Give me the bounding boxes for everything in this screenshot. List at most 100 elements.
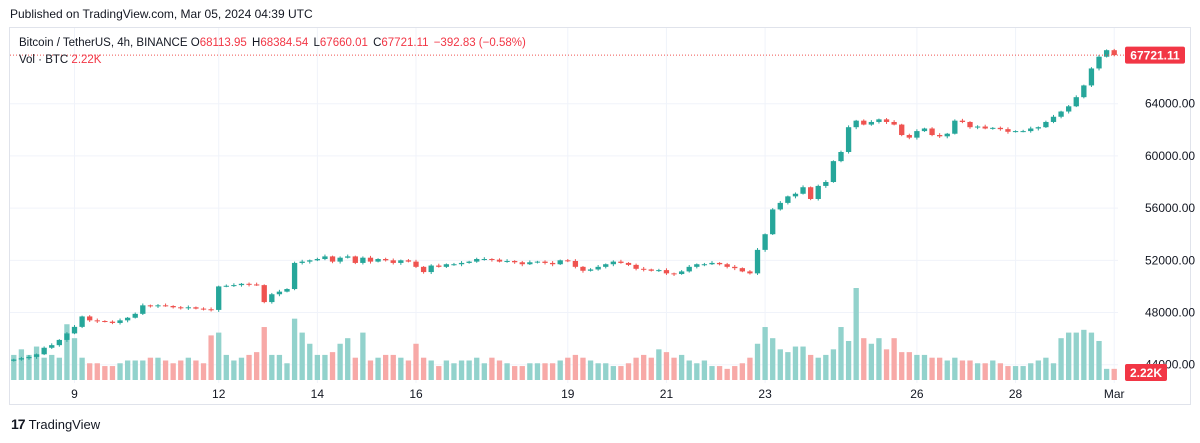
candle-body: [534, 261, 541, 263]
candle-body: [291, 262, 298, 290]
candle: [1050, 114, 1057, 124]
candle-body: [610, 261, 616, 265]
candle: [102, 320, 108, 323]
candle-body: [451, 264, 457, 266]
time-tick-label: 9: [71, 387, 78, 401]
candle: [625, 262, 632, 267]
volume-bar: [618, 366, 624, 380]
candle: [231, 283, 237, 287]
volume-bar: [891, 338, 897, 380]
candle: [41, 346, 47, 356]
time-tick-label: 21: [660, 387, 674, 401]
candle: [1058, 110, 1064, 119]
volume-bar: [959, 360, 966, 380]
candle: [18, 356, 25, 361]
candle-body: [868, 121, 875, 125]
candle: [565, 259, 571, 263]
candle: [360, 256, 366, 265]
candle-body: [603, 264, 609, 267]
candle: [33, 353, 40, 359]
candle: [185, 305, 191, 310]
volume-bar: [549, 363, 556, 380]
candle: [367, 255, 374, 264]
candle: [49, 343, 55, 349]
volume-bar: [845, 340, 852, 380]
candle: [474, 257, 480, 263]
candle-body: [178, 307, 184, 309]
volume-bar: [413, 343, 419, 380]
candle-body: [64, 333, 70, 340]
candle: [345, 254, 351, 259]
volume-bar: [754, 343, 761, 380]
candle-body: [124, 317, 131, 321]
candle-body: [208, 309, 214, 311]
candle: [170, 305, 176, 309]
volume-bar: [610, 366, 616, 380]
volume-bar: [792, 346, 799, 380]
legend-ohlc-row: Bitcoin / TetherUS, 4h, BINANCE O68113.9…: [19, 37, 526, 49]
candle-body: [845, 127, 852, 152]
candle: [716, 262, 723, 266]
candle-body: [314, 259, 321, 261]
candle-body: [974, 126, 981, 128]
volume-bar: [155, 357, 161, 380]
candle: [352, 255, 358, 265]
tradingview-logo[interactable]: 17 TradingView: [11, 416, 100, 432]
candle: [1005, 127, 1011, 134]
chart-grid: [10, 28, 1118, 383]
candle: [124, 316, 131, 323]
volume-bar: [200, 363, 207, 380]
candle: [1103, 49, 1110, 58]
candle-body: [823, 182, 829, 186]
candle: [436, 263, 442, 268]
candle: [71, 325, 78, 335]
candle: [11, 358, 17, 362]
candle-body: [322, 256, 328, 260]
candle-body: [147, 305, 154, 307]
candle: [208, 307, 214, 312]
candle-body: [883, 119, 890, 122]
candle: [944, 132, 950, 139]
candle: [504, 259, 510, 263]
candle: [891, 120, 897, 126]
candle: [929, 127, 935, 137]
candle-body: [732, 266, 738, 269]
candle-body: [269, 294, 275, 303]
volume-bar: [762, 327, 768, 380]
volume-bar: [162, 360, 169, 380]
volume-bar: [253, 352, 260, 380]
volume-bar: [299, 332, 305, 380]
candle: [572, 259, 579, 269]
volume-bar: [572, 354, 579, 380]
volume-bar: [269, 354, 275, 380]
candle-body: [701, 264, 708, 266]
candle: [420, 266, 427, 274]
time-tick-label: 16: [409, 387, 423, 401]
candle-body: [261, 285, 267, 303]
candle: [997, 126, 1004, 131]
candle: [853, 119, 859, 130]
volume-bar: [1096, 340, 1102, 380]
candle: [868, 120, 875, 126]
volume-bar: [512, 366, 518, 380]
candle-body: [937, 135, 943, 137]
volume-bar: [838, 327, 844, 380]
candle: [694, 263, 700, 269]
candle-body: [436, 265, 442, 267]
candle: [375, 258, 381, 263]
volume-bar: [276, 354, 283, 380]
candle: [1012, 130, 1019, 133]
volume-bar: [1073, 332, 1079, 380]
candle-body: [519, 262, 525, 265]
candle: [314, 257, 321, 262]
candle: [1088, 67, 1095, 87]
candle-body: [982, 126, 988, 129]
candle: [132, 312, 138, 319]
volume-bar: [64, 324, 70, 380]
candle-body: [952, 120, 958, 134]
candle: [1066, 105, 1072, 114]
volume-bar: [830, 349, 837, 380]
candle-body: [997, 127, 1004, 130]
candle-body: [527, 262, 533, 265]
